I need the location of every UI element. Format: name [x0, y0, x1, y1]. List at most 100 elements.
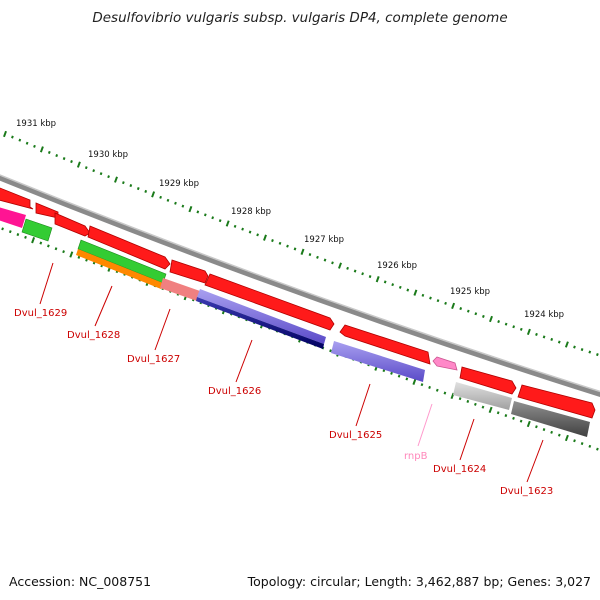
scale-tick-minor — [512, 325, 516, 329]
feature-band[interactable] — [197, 289, 326, 344]
scale-tick-minor — [62, 157, 66, 161]
feature-band[interactable] — [160, 278, 200, 301]
gene-label[interactable]: Dvul_1624 — [433, 464, 486, 475]
leader-line — [154, 308, 171, 351]
scale-tick-minor — [406, 288, 410, 292]
scale-tick-minor — [278, 241, 282, 245]
feature-band[interactable] — [76, 249, 163, 289]
scale-tick-minor — [84, 166, 88, 170]
gene-arrow[interactable] — [459, 366, 517, 395]
kbp-label: 1926 kbp — [377, 261, 417, 271]
scale-tick-minor — [580, 348, 584, 352]
scale-tick-major — [375, 276, 380, 283]
gene-arrow[interactable] — [87, 225, 171, 270]
scale-tick-major — [151, 191, 156, 198]
scale-tick-minor — [512, 416, 515, 420]
scale-tick-major — [488, 406, 493, 414]
scale-tick-minor — [361, 272, 364, 276]
scale-tick-minor — [329, 349, 332, 353]
gene-label[interactable]: Dvul_1623 — [500, 486, 553, 497]
leader-line — [235, 339, 253, 383]
scale-tick-minor — [55, 154, 59, 158]
feature-band[interactable] — [453, 382, 512, 410]
leader-line — [94, 285, 113, 327]
scale-tick-minor — [11, 135, 14, 139]
gene-arrow[interactable] — [54, 212, 91, 237]
scale-tick-minor — [368, 275, 372, 279]
scale-tick-major — [31, 237, 36, 244]
gene-arrow[interactable] — [0, 186, 34, 210]
scale-tick-minor — [203, 213, 207, 217]
scale-tick-minor — [557, 340, 561, 344]
scale-tick-minor — [99, 172, 103, 176]
scale-tick-major — [526, 420, 531, 428]
scale-tick-minor — [174, 201, 177, 205]
scale-tick-minor — [323, 258, 327, 262]
scale-tick-major — [225, 220, 230, 227]
leader-line — [355, 383, 371, 427]
feature-band[interactable] — [331, 341, 425, 382]
kbp-label: 1931 kbp — [16, 119, 56, 129]
scale-tick-minor — [383, 280, 387, 284]
scale-tick-minor — [542, 335, 546, 339]
gene-label[interactable]: rnpB — [404, 451, 428, 462]
scale-tick-minor — [420, 383, 424, 387]
feature-band[interactable] — [21, 218, 53, 242]
scale-tick-minor — [435, 388, 439, 392]
scale-ticks-outer — [3, 130, 599, 357]
scale-tick-minor — [482, 314, 485, 318]
scale-tick-major — [564, 434, 569, 442]
scale-tick-minor — [353, 269, 357, 273]
kbp-label: 1928 kbp — [231, 207, 271, 217]
scale-tick-minor — [443, 391, 447, 395]
scale-tick-minor — [129, 184, 133, 188]
scale-tick-minor — [25, 141, 29, 145]
scale-tick-minor — [92, 169, 96, 173]
scale-tick-minor — [444, 301, 447, 305]
scale-tick-minor — [122, 181, 125, 185]
scale-tick-minor — [474, 402, 477, 406]
gene-arrow[interactable] — [339, 324, 431, 365]
scale-tick-minor — [557, 433, 561, 437]
gene-label[interactable]: Dvul_1628 — [67, 330, 120, 341]
scale-tick-minor — [39, 241, 43, 245]
scale-tick-minor — [550, 430, 553, 434]
scale-tick-minor — [458, 397, 462, 401]
gene-label[interactable]: Dvul_1625 — [329, 430, 382, 441]
scale-tick-minor — [580, 442, 584, 446]
scale-tick-minor — [271, 239, 274, 243]
leader-line — [459, 418, 475, 461]
scale-tick-minor — [573, 439, 576, 443]
leader-line — [417, 403, 433, 447]
scale-labels: 1931 kbp 1930 kbp 1929 kbp 1928 kbp 1927… — [16, 119, 564, 320]
scale-tick-minor — [316, 255, 319, 259]
gene-label[interactable]: Dvul_1626 — [208, 386, 261, 397]
feature-band[interactable] — [0, 206, 26, 228]
feature-band[interactable] — [196, 297, 324, 349]
kbp-label: 1924 kbp — [524, 310, 564, 320]
gene-label[interactable]: Dvul_1627 — [127, 354, 180, 365]
scale-tick-minor — [233, 224, 237, 228]
scale-tick-minor — [466, 309, 470, 313]
leader-line — [39, 262, 54, 305]
gene-arrow[interactable] — [517, 384, 596, 419]
scale-tick-minor — [181, 204, 185, 208]
gene-arrow[interactable] — [169, 259, 209, 284]
scale-tick-minor — [18, 138, 22, 142]
genome-backbone-highlight — [0, 174, 600, 393]
scale-tick-major — [3, 130, 7, 138]
genome-backbone — [0, 175, 600, 398]
scale-tick-minor — [421, 293, 425, 297]
scale-tick-minor — [474, 312, 478, 316]
gene-arrow[interactable] — [204, 273, 335, 331]
scale-tick-minor — [459, 307, 463, 311]
feature-band[interactable] — [511, 401, 590, 437]
kbp-label: 1929 kbp — [159, 179, 199, 189]
scale-tick-minor — [8, 230, 12, 234]
gene-label[interactable]: Dvul_1629 — [14, 308, 67, 319]
gene-arrow-rna[interactable] — [432, 356, 458, 371]
scale-tick-minor — [107, 175, 110, 179]
scale-tick-minor — [588, 350, 592, 354]
scale-tick-minor — [504, 322, 508, 326]
